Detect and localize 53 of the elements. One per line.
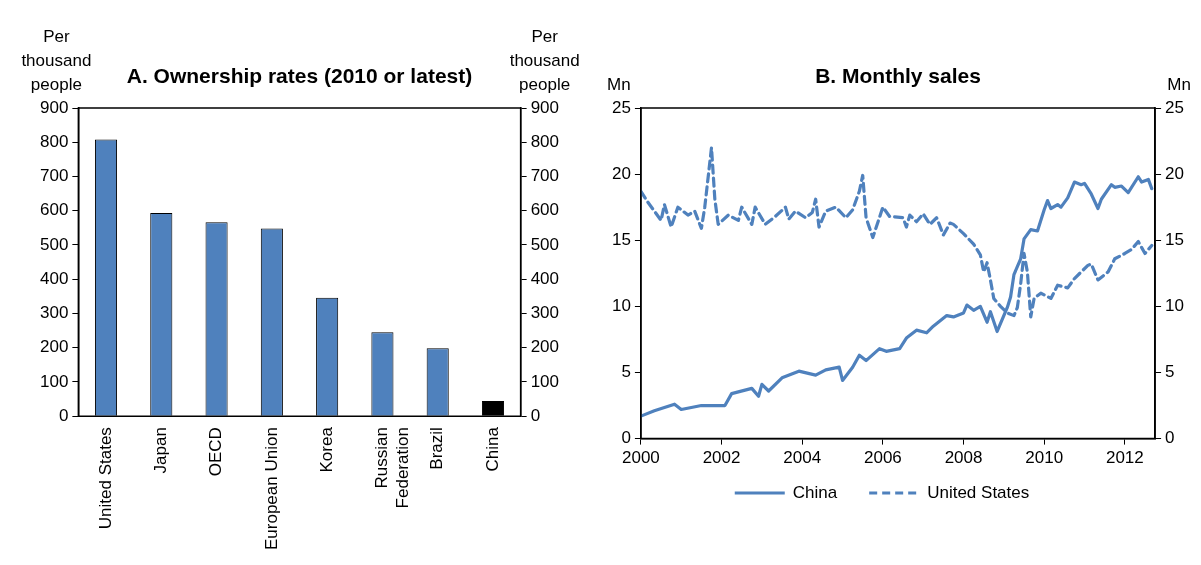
y2-tick-label: 0 (1165, 428, 1175, 448)
x-tick-label: 2004 (783, 448, 822, 468)
y2-tick-label: 500 (530, 234, 560, 254)
y2-tick-label: 400 (530, 268, 560, 288)
x-tick-label: 2010 (1025, 448, 1064, 468)
y-tick-label: 300 (39, 303, 69, 323)
x-tick-label: Japan (150, 427, 170, 474)
y2-axis-title: Mn (1167, 75, 1191, 95)
chart-title: B. Monthly sales (815, 64, 981, 88)
y-tick-label: 20 (611, 163, 631, 183)
x-tick-label: 2000 (622, 448, 660, 468)
y2-tick-label: 10 (1165, 296, 1185, 316)
chart-title: A. Ownership rates (2010 or latest) (126, 64, 473, 88)
y-tick-label: 100 (39, 371, 69, 391)
x-tick-label: OECD (206, 427, 226, 477)
y-tick-label: 0 (58, 405, 69, 425)
y-tick-label: 600 (39, 200, 69, 220)
y2-tick-label: 900 (530, 97, 560, 117)
y-tick-label: 400 (39, 268, 69, 288)
x-tick-label: 2006 (863, 448, 902, 468)
x-tick-label: 2012 (1105, 448, 1144, 468)
x-tick-label: 2002 (702, 448, 741, 468)
y-tick-label: 5 (621, 362, 631, 382)
y-tick-label: 700 (39, 166, 69, 186)
y2-tick-label: 0 (530, 405, 541, 425)
y2-tick-label: 200 (530, 337, 560, 357)
y-tick-label: 15 (611, 229, 631, 249)
y2-tick-label: 25 (1165, 97, 1185, 117)
x-tick-label: Russian Federation (372, 427, 412, 509)
x-tick-label: European Union (261, 427, 281, 551)
y2-tick-label: 20 (1165, 163, 1185, 183)
y2-tick-label: 700 (530, 166, 560, 186)
y-axis-title: Per thousand people (21, 27, 92, 95)
y2-axis-title: Per thousand people (509, 27, 580, 95)
x-tick-label: United States (95, 427, 115, 530)
y-axis-title: Mn (607, 75, 631, 95)
y2-tick-label: 15 (1165, 229, 1185, 249)
y2-tick-label: 300 (530, 303, 560, 323)
y2-tick-label: 100 (530, 371, 560, 391)
y2-tick-label: 600 (530, 200, 560, 220)
y-tick-label: 25 (611, 97, 631, 117)
y-tick-label: 800 (39, 131, 69, 151)
y-tick-label: 200 (39, 337, 69, 357)
x-tick-label: Korea (316, 426, 336, 473)
x-tick-label: China (482, 426, 502, 472)
y-tick-label: 10 (611, 296, 631, 316)
y-tick-label: 0 (621, 428, 631, 448)
y-tick-label: 500 (39, 234, 69, 254)
y-tick-label: 900 (39, 97, 69, 117)
y2-tick-label: 5 (1165, 362, 1175, 382)
x-tick-label: Brazil (427, 427, 447, 470)
y2-tick-label: 800 (530, 131, 560, 151)
x-tick-label: 2008 (944, 448, 983, 468)
